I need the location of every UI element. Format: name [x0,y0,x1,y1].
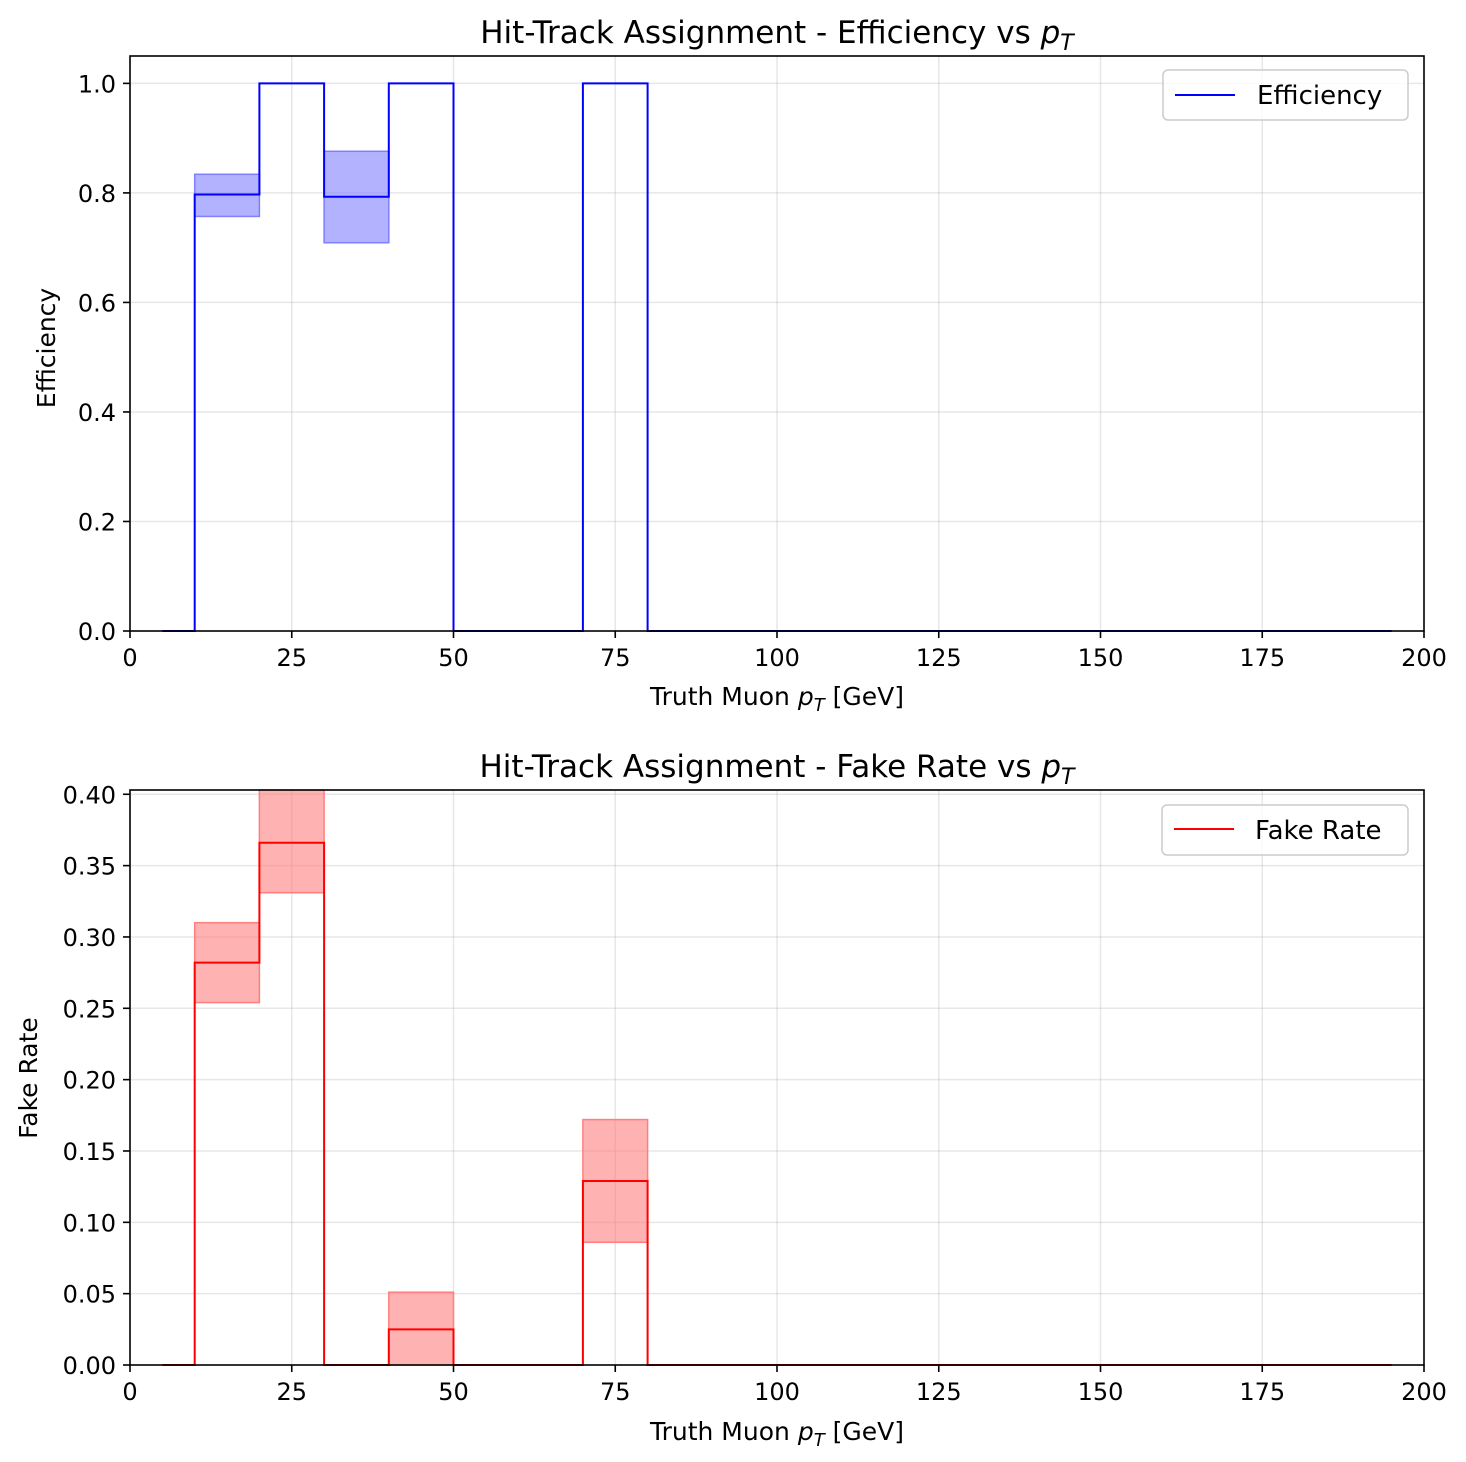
efficiency-x-tick-label: 0 [122,644,137,672]
efficiency-legend-label: Efficiency [1257,81,1382,111]
efficiency-x-tick-label: 200 [1401,644,1447,672]
fake-rate-x-tick-label: 0 [122,1378,137,1406]
fake-rate-y-tick-label: 0.35 [63,853,116,881]
fake-rate-y-tick-label: 0.25 [63,995,116,1023]
fake-rate-x-tick-label: 175 [1239,1378,1285,1406]
fake-rate-x-tick-label: 200 [1401,1378,1447,1406]
fake-rate-error-band [258,789,325,894]
fake-rate-y-axis-label: Fake Rate [14,1017,43,1139]
fake-rate-title: Hit-Track Assignment - Fake Rate vs pT [480,749,1077,790]
efficiency-y-tick-label: 0.2 [78,508,116,536]
fake-rate-y-tick-label: 0.10 [63,1209,116,1237]
efficiency-panel: Hit-Track Assignment - Efficiency vs pT … [32,15,1447,716]
efficiency-y-tick-label: 0.4 [78,399,116,427]
efficiency-plot-area: 0 25 50 75 100 125 150 175 200 0.0 0.2 0.4 0.6 0.8 1.0 [78,55,1447,672]
efficiency-y-tick-label: 0.0 [78,618,116,646]
efficiency-x-tick-label: 175 [1239,644,1285,672]
fake-rate-x-tick-label: 25 [276,1378,307,1406]
efficiency-x-axis-label: Truth Muon pT [GeV] [649,682,904,716]
fake-rate-x-tick-label: 50 [438,1378,469,1406]
fake-rate-y-tick-label: 0.15 [63,1138,116,1166]
efficiency-y-tick-label: 0.8 [78,180,116,208]
fake-rate-x-tick-label: 75 [600,1378,631,1406]
fake-rate-plot-area: 0 25 50 75 100 125 150 175 200 0.00 0.05 0.10 0.15 0.… [63,781,1447,1406]
fake-rate-y-tick-label: 0.20 [63,1067,116,1095]
fake-rate-y-tick-label: 0.30 [63,924,116,952]
fake-rate-x-axis-label: Truth Muon pT [GeV] [649,1417,904,1451]
efficiency-x-tick-label: 50 [438,644,469,672]
fake-rate-y-tick-label: 0.00 [63,1352,116,1380]
fake-rate-y-tick-label: 0.40 [63,781,116,809]
fake-rate-legend-frame [1161,804,1409,856]
efficiency-title: Hit-Track Assignment - Efficiency vs pT [480,15,1075,56]
efficiency-x-tick-label: 100 [754,644,800,672]
fake-rate-y-tick-label: 0.05 [63,1281,116,1309]
fake-rate-x-tick-label: 150 [1078,1378,1124,1406]
efficiency-x-tick-label: 75 [600,644,631,672]
fake-rate-x-tick-label: 100 [754,1378,800,1406]
efficiency-y-tick-label: 0.6 [78,289,116,317]
efficiency-x-tick-label: 125 [916,644,962,672]
fake-rate-legend-label: Fake Rate [1255,816,1382,846]
efficiency-legend: Efficiency [1162,69,1409,121]
fake-rate-panel: Hit-Track Assignment - Fake Rate vs pT T… [14,749,1447,1451]
efficiency-y-axis-label: Efficiency [32,288,61,409]
fake-rate-x-tick-label: 125 [916,1378,962,1406]
efficiency-x-tick-label: 25 [276,644,307,672]
efficiency-y-tick-label: 1.0 [78,70,116,98]
fake-rate-legend: Fake Rate [1161,804,1409,856]
efficiency-x-tick-label: 150 [1078,644,1124,672]
efficiency-legend-frame [1162,69,1409,121]
